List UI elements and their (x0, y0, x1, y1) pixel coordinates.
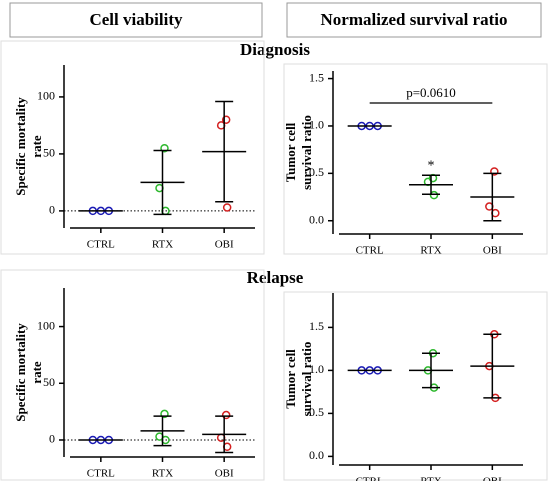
data-point (221, 115, 231, 124)
x-tick-label: CTRL (87, 468, 115, 480)
y-tick-label: 0 (49, 203, 55, 217)
x-tick-label: OBI (215, 239, 234, 251)
panel-border (283, 63, 548, 255)
x-tick-label: OBI (483, 476, 502, 481)
data-point (160, 409, 169, 419)
y-tick-label: 100 (37, 89, 55, 103)
y-tick-label: 1.5 (309, 70, 324, 84)
y-axis-label: Specific mortality (13, 97, 28, 196)
y-tick-label: 0.5 (309, 165, 324, 179)
y-tick-label: 50 (43, 375, 55, 389)
title-box (9, 2, 263, 38)
y-axis-label: Tumor cell (283, 122, 298, 182)
x-tick-label: CTRL (356, 245, 384, 257)
y-axis-label: Tumor cell (283, 349, 298, 409)
column-title: Normalized survival ratio (321, 10, 508, 29)
y-axis-label: Specific mortality (13, 323, 28, 422)
y-tick-label: 1.0 (309, 118, 324, 132)
y-axis-label: survival ratio (299, 342, 314, 417)
significance-star: * (428, 158, 435, 173)
panel-border (0, 269, 265, 481)
title-box (286, 2, 542, 38)
data-point (429, 190, 439, 200)
x-tick-label: RTX (152, 239, 173, 251)
y-tick-label: 0.5 (309, 405, 324, 419)
y-tick-label: 0.0 (309, 448, 324, 462)
x-tick-label: RTX (420, 245, 441, 257)
row-title: Relapse (247, 268, 304, 287)
y-tick-label: 100 (37, 318, 55, 332)
y-axis-label: survival ratio (299, 115, 314, 190)
y-tick-label: 0 (49, 432, 55, 446)
x-tick-label: RTX (420, 476, 441, 481)
x-tick-label: RTX (152, 468, 173, 480)
data-point (222, 203, 232, 212)
data-point (160, 143, 169, 153)
y-axis-label: rate (29, 135, 44, 158)
y-tick-label: 1.0 (309, 362, 324, 376)
y-tick-label: 0.0 (309, 212, 324, 226)
panel-border (283, 291, 548, 481)
p-value: p=0.0610 (406, 85, 456, 100)
x-tick-label: OBI (215, 468, 234, 480)
data-point (490, 167, 499, 176)
x-tick-label: OBI (483, 245, 502, 257)
x-tick-label: CTRL (87, 239, 115, 251)
y-tick-label: 50 (43, 146, 55, 160)
column-title: Cell viability (89, 10, 183, 29)
data-point (221, 410, 231, 420)
row-title: Diagnosis (240, 40, 310, 59)
x-tick-label: CTRL (356, 476, 384, 481)
panel-border (0, 40, 265, 255)
y-tick-label: 1.5 (309, 319, 324, 333)
y-axis-label: rate (29, 361, 44, 384)
